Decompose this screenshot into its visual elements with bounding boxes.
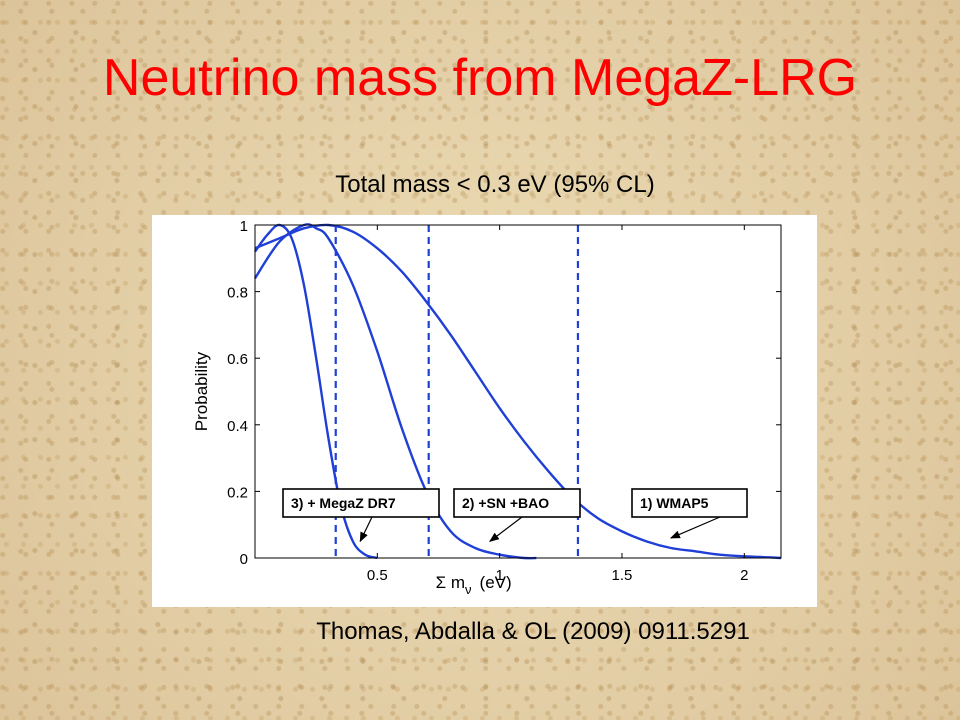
x-tick-label: 1.5	[612, 567, 633, 584]
y-tick-label: 0.8	[227, 285, 248, 302]
probability-chart: 3) + MegaZ DR7 2) +SN +BAO 1) WMAP5 0 0.2 0.…	[192, 218, 782, 597]
citation: Thomas, Abdalla & OL (2009) 0911.5291	[316, 618, 750, 645]
annotation-label: 2) +SN +BAO	[462, 495, 549, 511]
slide-title: Neutrino mass from MegaZ-LRG	[102, 49, 858, 107]
annotation-box	[631, 488, 748, 518]
probability-curve	[254, 223, 537, 560]
probability-curve	[254, 223, 378, 560]
plot-frame	[254, 224, 782, 559]
plot-panel: 3) + MegaZ DR7 2) +SN +BAO 1) WMAP5 0 0.2 0.…	[152, 215, 817, 607]
x-tick-label: 1	[495, 567, 503, 584]
y-tick-label: 1	[240, 218, 248, 235]
annotation-box	[453, 488, 581, 518]
x-axis-label-unit: (eV)	[480, 573, 512, 592]
x-axis-label-subscript: ν	[465, 582, 472, 597]
annotation-label: 1) WMAP5	[640, 495, 709, 511]
annotation-arrow	[359, 516, 373, 543]
x-tick-label: 2	[740, 567, 748, 584]
y-tick-label: 0.6	[227, 351, 248, 368]
annotation-arrow	[489, 516, 523, 542]
x-axis-label-main: Σ m	[436, 573, 465, 592]
y-tick-label: 0	[240, 551, 248, 568]
y-axis-label: Probability	[192, 351, 211, 431]
annotation-label: 3) + MegaZ DR7	[291, 495, 396, 511]
annotation-box	[282, 488, 440, 518]
annotation-arrow	[669, 516, 721, 539]
slide-subtitle: Total mass < 0.3 eV (95% CL)	[335, 171, 655, 198]
y-tick-label: 0.4	[227, 418, 248, 435]
y-tick-label: 0.2	[227, 484, 248, 501]
probability-curve	[254, 223, 782, 560]
x-tick-label: 0.5	[367, 567, 388, 584]
x-axis-label: Σ mν (eV)	[436, 573, 512, 597]
